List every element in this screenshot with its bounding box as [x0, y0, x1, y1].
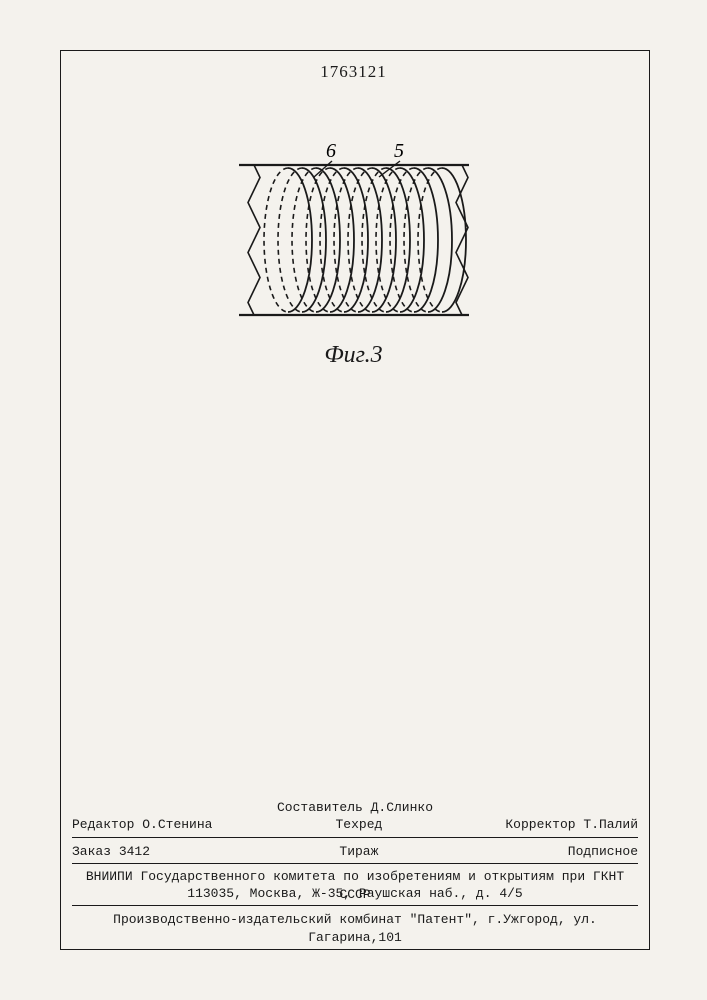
divider-3 — [72, 905, 638, 906]
compiler-line: Составитель Д.Слинко — [72, 799, 638, 817]
svg-text:5: 5 — [394, 140, 404, 162]
editor: Редактор О.Стенина — [72, 816, 212, 834]
techred: Техред — [336, 816, 383, 834]
order: Заказ 3412 — [72, 843, 150, 861]
patent-number: 1763121 — [0, 62, 707, 82]
order-row: Заказ 3412 Тираж Подписное — [72, 843, 638, 861]
subscribed: Подписное — [568, 843, 638, 861]
divider-2 — [72, 863, 638, 864]
publisher-line: Производственно-издательский комбинат "П… — [72, 911, 638, 946]
divider-1 — [72, 837, 638, 838]
tirazh: Тираж — [339, 843, 378, 861]
org-line-2: 113035, Москва, Ж-35, Раушская наб., д. … — [72, 885, 638, 903]
figure-3: 65 Фиг.3 — [0, 135, 707, 369]
figure-caption: Фиг.3 — [0, 342, 707, 369]
svg-text:6: 6 — [326, 140, 336, 162]
corrector: Корректор Т.Палий — [505, 816, 638, 834]
credits-row: Редактор О.Стенина Техред Корректор Т.Па… — [72, 816, 638, 834]
figure-3-svg: 65 — [224, 135, 484, 335]
